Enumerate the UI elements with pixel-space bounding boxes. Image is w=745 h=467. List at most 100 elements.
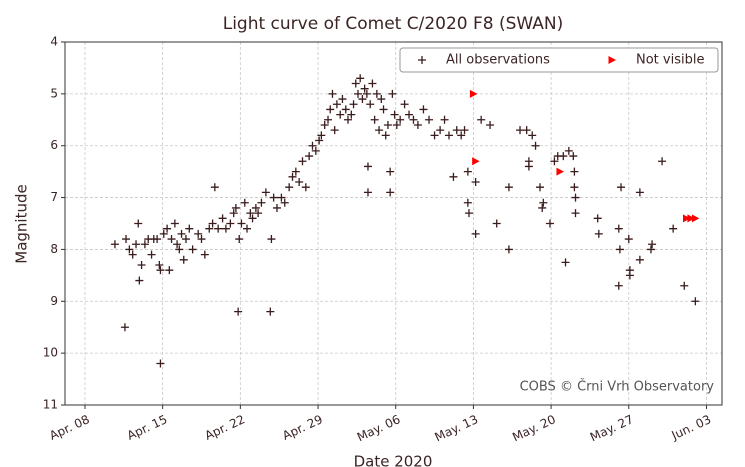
observation-point [392,120,401,129]
not-visible-point [469,89,478,98]
observation-point [320,120,329,129]
x-tick-label: Apr. 08 [47,412,91,443]
observation-point [140,240,149,249]
observation-point [120,323,129,332]
observation-point [360,84,369,93]
observation-point [353,89,362,98]
observation-point [165,266,174,275]
legend-marker [608,56,616,64]
observation-point [243,224,252,233]
observation-point [635,255,644,264]
observation-point [460,126,469,135]
observation-point [669,224,678,233]
observation-point [205,224,214,233]
observation-point [452,126,461,135]
observation-point [646,245,655,254]
observation-point [386,167,395,176]
x-tick-label: May. 20 [510,412,558,444]
observation-point [269,193,278,202]
observation-point [170,219,179,228]
annotation: COBS © Črni Vrh Observatory [520,379,715,395]
y-tick-label: 7 [50,190,58,204]
not-visible-point [556,167,564,176]
observation-point [425,115,434,124]
observation-point [295,178,304,187]
legend-marker [418,56,426,64]
observation-point [218,214,227,223]
observation-point [413,120,422,129]
observation-point [538,203,547,212]
observation-point [272,203,281,212]
observation-point [680,281,689,290]
observation-point [330,126,339,135]
observation-point [266,307,275,316]
observation-point [477,115,486,124]
y-tick-label: 11 [43,398,58,412]
observation-point [328,89,337,98]
observation-point [240,198,249,207]
observation-point [237,219,246,228]
observation-point [347,110,356,119]
observation-point [324,115,333,124]
observation-point [570,183,579,192]
y-tick-label: 10 [43,346,58,360]
observation-point [440,115,449,124]
observation-point [231,203,240,212]
observation-point [338,95,347,104]
observation-point [524,162,533,171]
observation-point [305,152,314,161]
observation-point [285,183,294,192]
observation-point [504,245,513,254]
observation-point [298,157,307,166]
observation-point [173,240,182,249]
observation-point [617,183,626,192]
observation-point [366,100,375,109]
observation-point [561,258,570,267]
observation-point [381,131,390,140]
observation-point [308,141,317,150]
observation-point [234,307,243,316]
plot-frame [64,41,723,406]
observation-point [343,115,352,124]
observation-point [372,89,381,98]
observation-point [254,209,263,218]
observation-point [214,224,223,233]
observation-point [449,172,458,181]
observation-point [545,219,554,228]
observation-point [153,235,162,244]
observation-point [181,235,190,244]
observation-point [167,235,176,244]
not-visible-point [682,214,691,223]
observation-point [197,235,206,244]
observation-point [336,110,345,119]
observation-point [229,209,238,218]
observation-point [210,183,219,192]
observation-point [370,115,379,124]
x-tick-label: Apr. 29 [280,412,324,443]
observation-point [635,188,644,197]
y-tick-label: 4 [50,35,58,49]
observation-point [235,235,244,244]
observation-point [179,255,188,264]
observation-point [504,183,513,192]
observation-point [351,79,360,88]
observation-point [332,100,341,109]
observation-point [200,250,209,259]
observation-point [159,229,168,238]
observation-point [625,271,634,280]
observation-point [363,188,372,197]
chart-title: Light curve of Comet C/2020 F8 (SWAN) [223,14,564,34]
observation-point [251,203,260,212]
observation-point [492,219,501,228]
observation-point [648,240,657,249]
observation-point [311,146,320,155]
observation-point [134,219,143,228]
observation-point [396,115,405,124]
observation-point [388,89,397,98]
observation-point [194,229,203,238]
observation-point [163,224,172,233]
observation-point [175,245,184,254]
x-tick-label: Apr. 22 [203,412,247,443]
observation-point [368,79,377,88]
observation-point [137,260,146,269]
